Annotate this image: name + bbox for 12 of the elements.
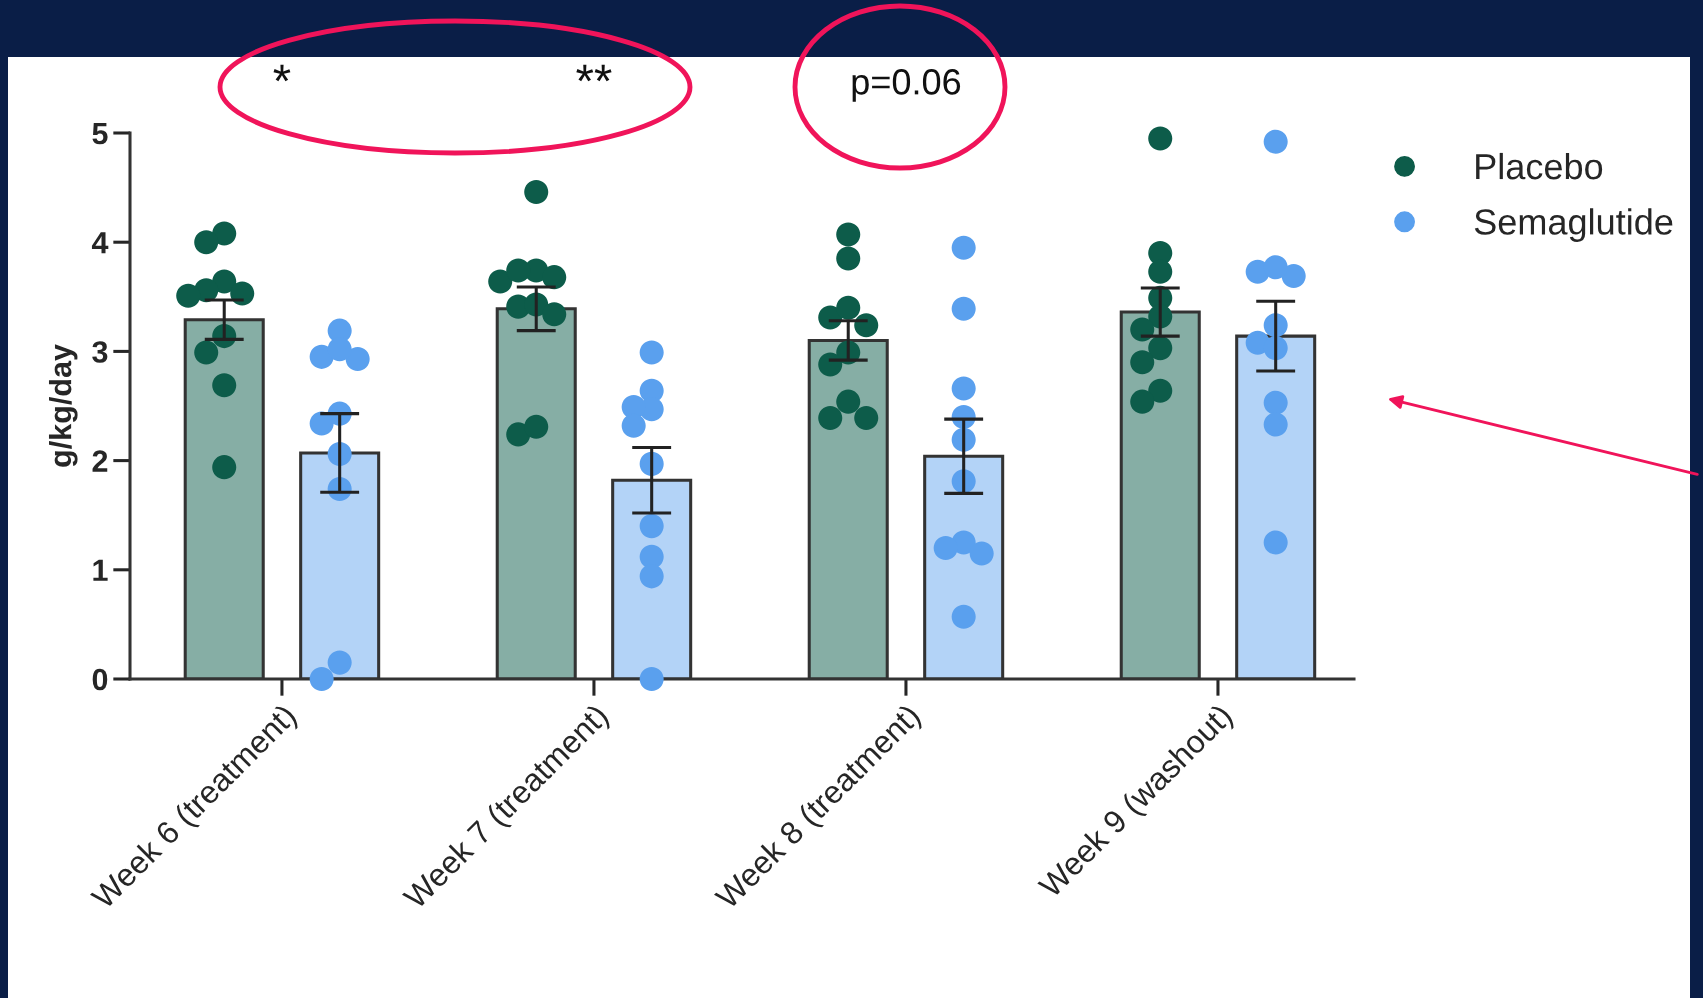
text: * [273,64,291,82]
y-axis-title: g/kg/day [48,344,78,467]
y-tick-label: 2 [92,450,108,472]
text: ** [576,64,612,82]
text: p=0.06 [852,69,961,102]
legend-label: Semaglutide [1474,208,1673,242]
y-tick-label: 0 [92,668,108,691]
y-tick-label: 4 [91,232,109,254]
y-tick-label: 3 [92,341,108,363]
y-tick-label: 5 [92,123,108,145]
legend-label: Placebo [1476,152,1603,180]
y-tick-label: 1 [93,559,108,581]
